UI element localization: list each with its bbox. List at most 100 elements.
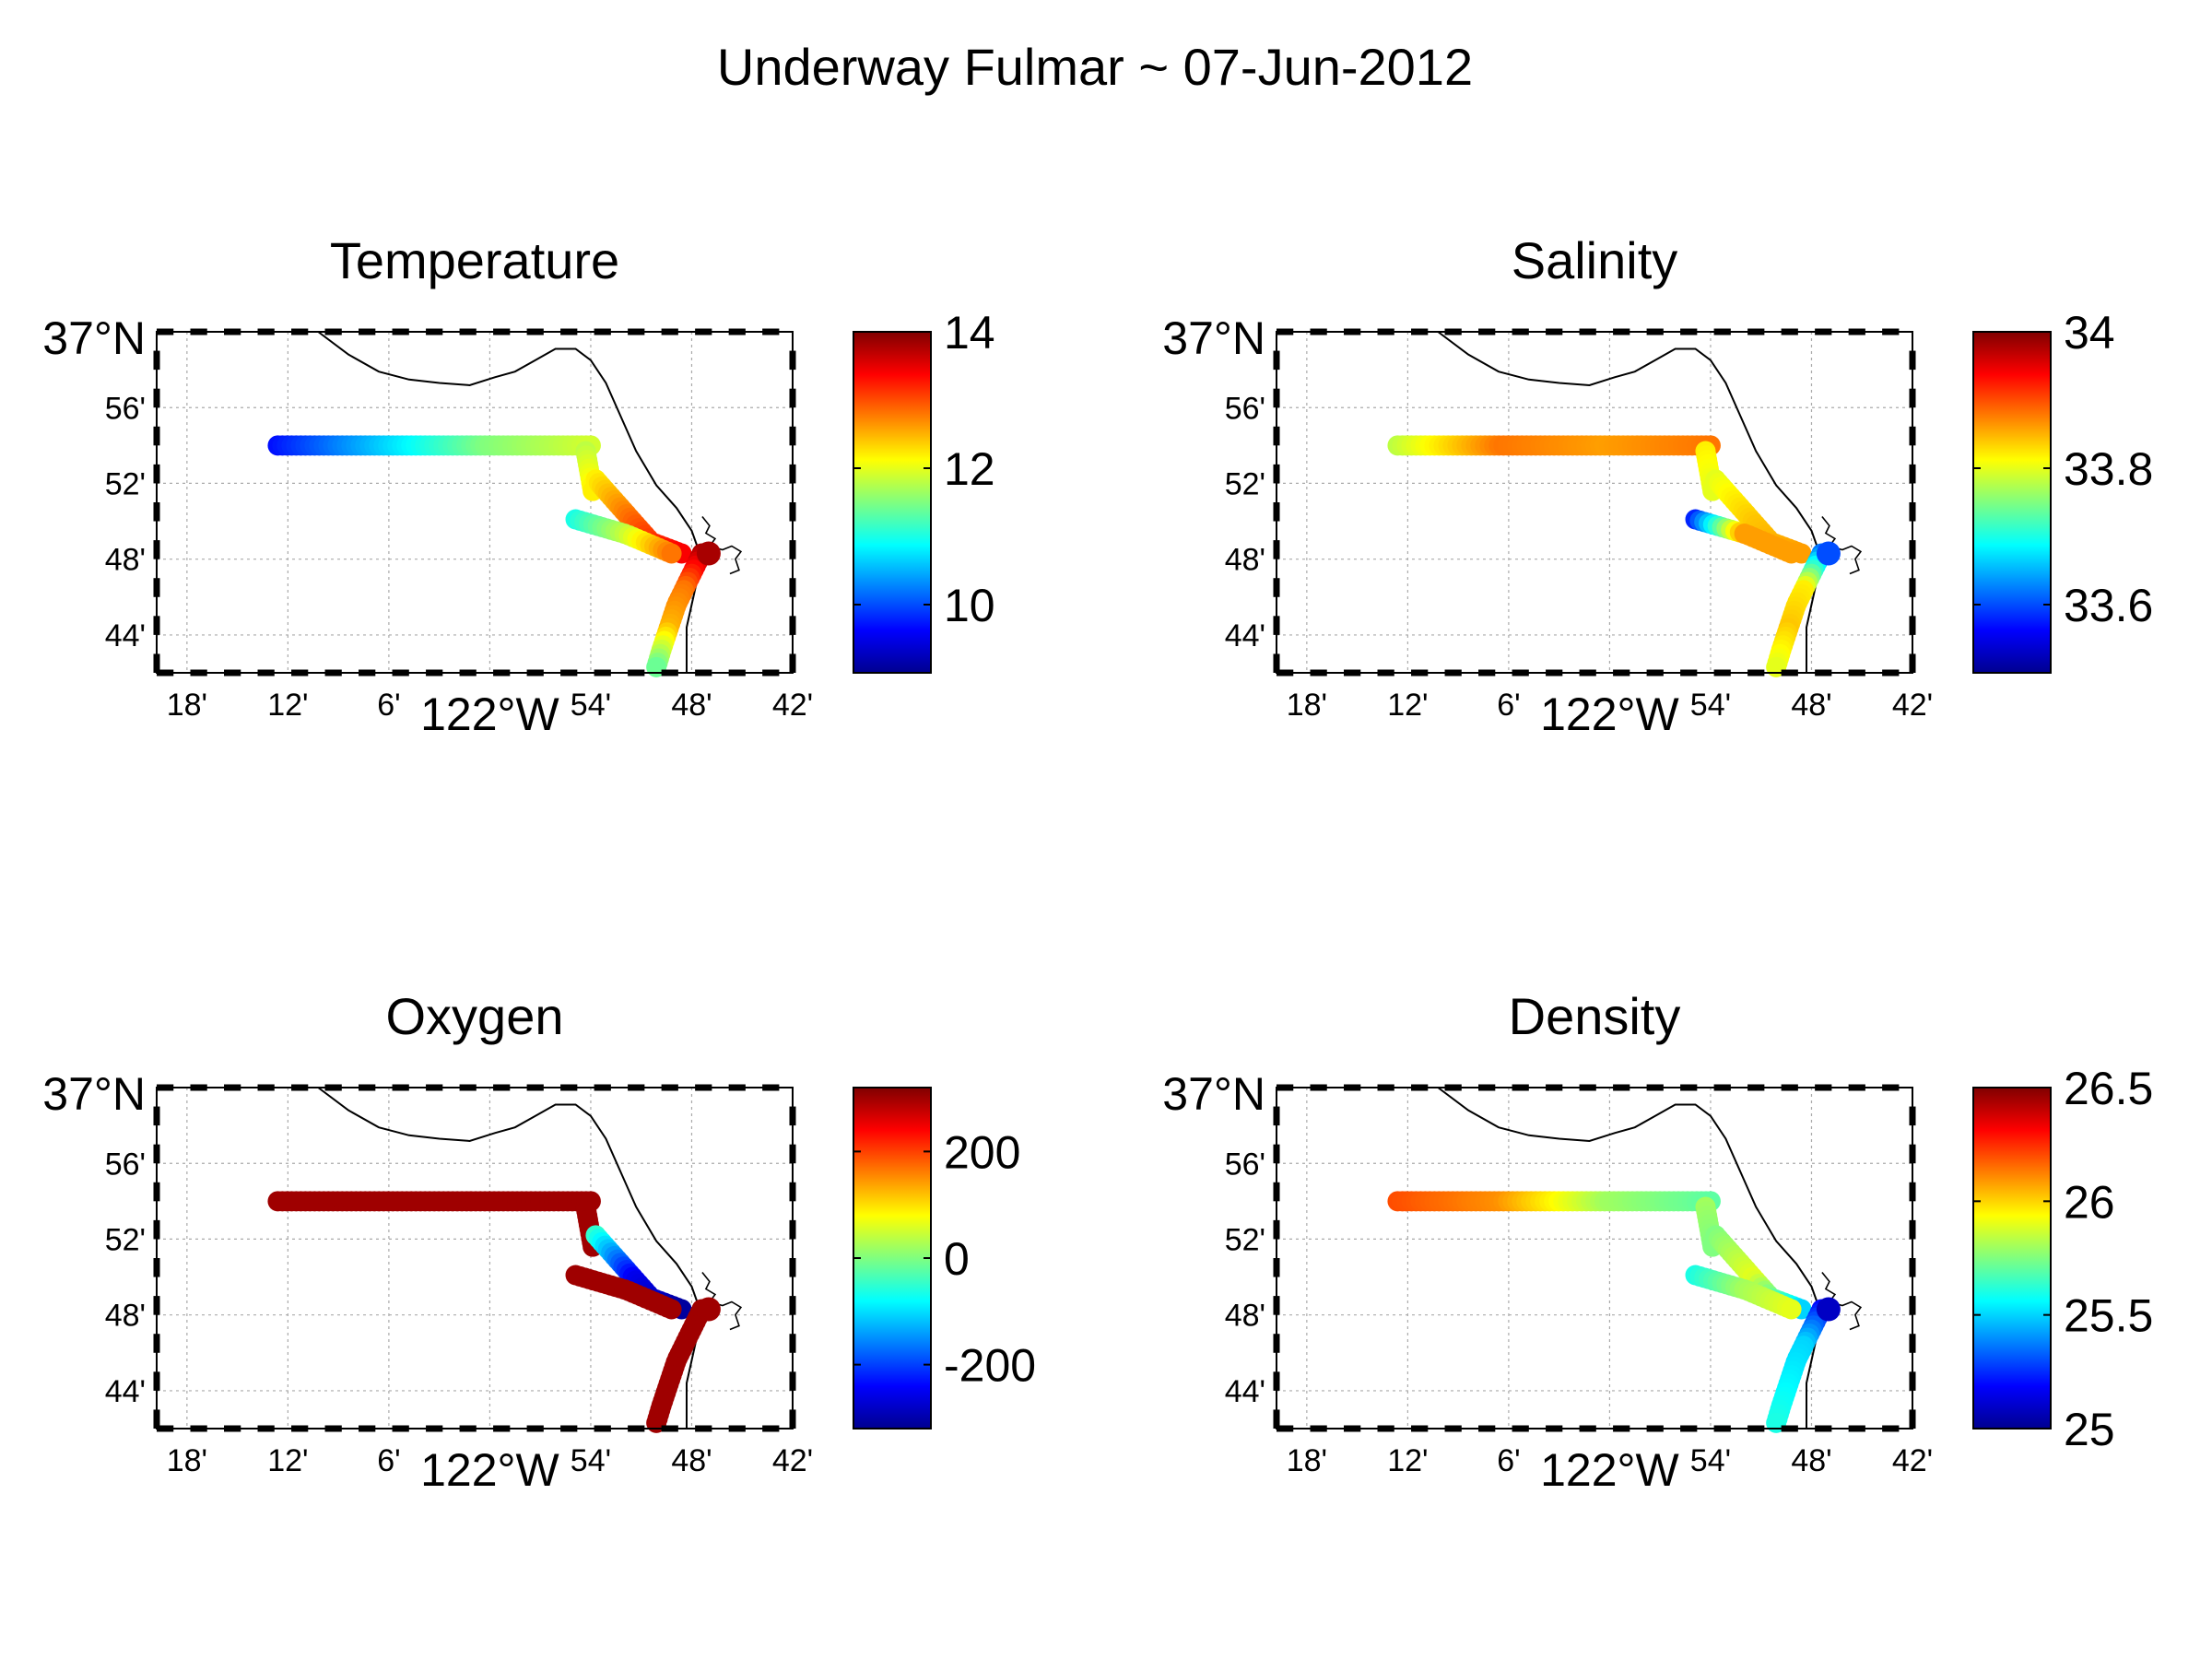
frame-tick	[153, 1106, 160, 1126]
frame-tick	[1909, 464, 1916, 484]
frame-tick	[1882, 1425, 1900, 1432]
frame-tick	[1680, 1425, 1698, 1432]
frame-tick	[153, 1371, 160, 1391]
frame-tick	[1273, 616, 1280, 635]
frame-tick	[526, 1084, 544, 1091]
frame-tick	[157, 669, 174, 677]
colorbar-tick-label: 25	[2064, 1404, 2115, 1455]
frame-tick	[661, 1084, 678, 1091]
frame-tick	[1848, 1425, 1865, 1432]
frame-tick	[1273, 578, 1280, 597]
frame-tick	[1646, 1425, 1664, 1432]
frame-tick	[560, 1084, 578, 1091]
frame-tick	[789, 1371, 796, 1391]
colorbar-tick-label: 200	[944, 1126, 1020, 1178]
frame-tick	[153, 1258, 160, 1277]
frame-tick	[1273, 653, 1280, 673]
harbor-outline	[701, 1272, 743, 1331]
frame-tick	[1713, 669, 1731, 677]
lon-tick-label: 18'	[1287, 688, 1327, 723]
frame-tick	[1273, 426, 1280, 446]
frame-tick	[762, 1084, 780, 1091]
frame-tick	[153, 426, 160, 446]
lat-tick-label: 48'	[1225, 543, 1265, 578]
colorbar	[1972, 1087, 2052, 1430]
frame-tick	[359, 328, 376, 335]
frame-tick	[224, 669, 241, 677]
frame-tick	[1444, 1084, 1462, 1091]
frame-tick	[560, 1425, 578, 1432]
lon-tick-label: 12'	[1387, 688, 1428, 723]
lon-tick-label: 18'	[167, 1443, 207, 1478]
lon-tick-label: 122°W	[420, 1444, 559, 1496]
frame-tick	[1909, 1296, 1916, 1315]
frame-tick	[628, 1425, 645, 1432]
panel-title: Oxygen	[386, 987, 564, 1045]
frame-tick	[1273, 1371, 1280, 1391]
frame-tick	[1344, 1084, 1361, 1091]
harbor-outline	[1821, 516, 1863, 575]
frame-tick	[190, 669, 207, 677]
harbor-outline	[1821, 1272, 1863, 1331]
frame-tick	[1815, 1084, 1832, 1091]
track-point	[661, 543, 682, 564]
frame-tick	[1909, 1182, 1916, 1202]
frame-tick	[1909, 578, 1916, 597]
lat-tick-label: 56'	[1225, 1147, 1265, 1182]
frame-tick	[695, 1084, 712, 1091]
frame-tick	[728, 1425, 746, 1432]
frame-tick	[1882, 669, 1900, 677]
frame-tick	[257, 328, 275, 335]
frame-tick	[1273, 502, 1280, 522]
lat-tick-label: 56'	[105, 391, 146, 426]
frame-tick	[1277, 328, 1294, 335]
lat-tick-label: 48'	[105, 1299, 146, 1334]
frame-tick	[1478, 1425, 1496, 1432]
frame-tick	[1411, 669, 1429, 677]
frame-tick	[1909, 1219, 1916, 1240]
frame-tick	[1277, 1425, 1294, 1432]
frame-tick	[728, 1084, 746, 1091]
track-point	[661, 1299, 682, 1320]
lat-tick-label: 37°N	[1162, 1068, 1265, 1120]
lat-tick-label: 48'	[105, 543, 146, 578]
frame-tick	[1310, 328, 1327, 335]
lon-tick-label: 42'	[1892, 1443, 1933, 1478]
frame-tick	[1680, 328, 1698, 335]
frame-tick	[789, 350, 796, 371]
frame-tick	[153, 616, 160, 635]
frame-tick	[1909, 1409, 1916, 1429]
lon-tick-label: 48'	[1791, 1443, 1831, 1478]
frame-tick	[190, 1084, 207, 1091]
frame-tick	[789, 502, 796, 522]
frame-tick	[789, 653, 796, 673]
frame-tick	[1344, 328, 1361, 335]
frame-tick	[1646, 328, 1664, 335]
frame-tick	[157, 328, 174, 335]
colorbar-tick-label: 25.5	[2064, 1290, 2153, 1342]
frame-tick	[789, 1409, 796, 1429]
frame-tick	[324, 328, 342, 335]
colorbar	[853, 331, 932, 674]
frame-tick	[153, 1182, 160, 1202]
lon-tick-label: 6'	[1497, 1443, 1520, 1478]
frame-tick	[1909, 350, 1916, 371]
lat-tick-label: 52'	[105, 466, 146, 501]
frame-tick	[153, 1219, 160, 1240]
frame-tick	[1747, 328, 1765, 335]
frame-tick	[1273, 1258, 1280, 1277]
frame-tick	[459, 669, 477, 677]
track-point	[1816, 1297, 1841, 1322]
frame-tick	[291, 669, 309, 677]
frame-tick	[153, 1144, 160, 1164]
frame-tick	[789, 1182, 796, 1202]
frame-tick	[459, 1084, 477, 1091]
frame-tick	[224, 1084, 241, 1091]
lon-tick-label: 42'	[772, 1443, 813, 1478]
frame-tick	[789, 1219, 796, 1240]
frame-tick	[1781, 1425, 1798, 1432]
frame-tick	[1882, 1084, 1900, 1091]
lat-tick-label: 52'	[1225, 466, 1265, 501]
frame-tick	[789, 540, 796, 559]
frame-tick	[1882, 328, 1900, 335]
